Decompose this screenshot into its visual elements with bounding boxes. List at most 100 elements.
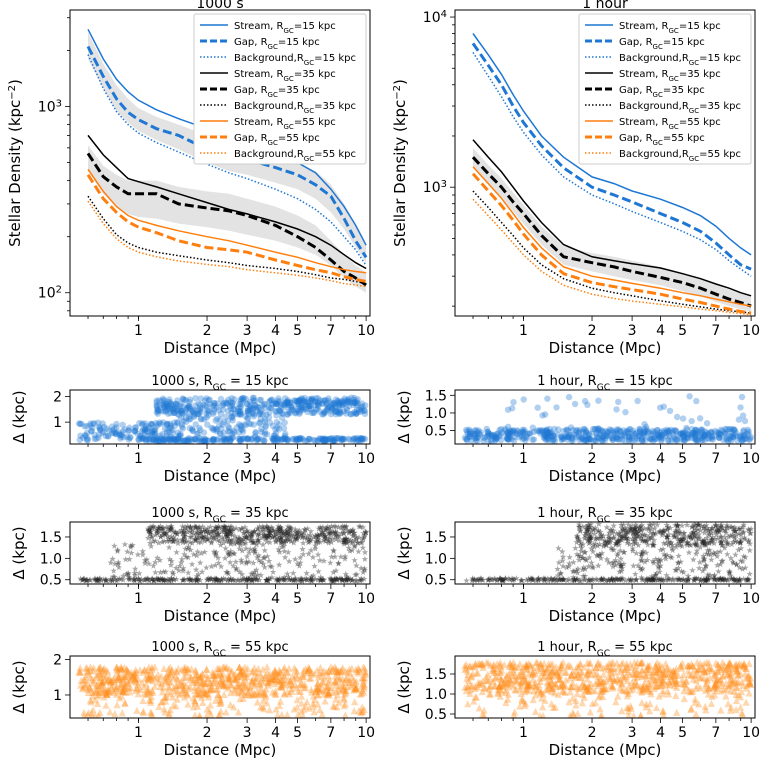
data-point: [351, 543, 358, 550]
data-point: [665, 427, 672, 435]
data-point: [745, 431, 752, 438]
data-point: [129, 542, 136, 549]
data-point: [179, 567, 187, 574]
data-point: [626, 434, 633, 441]
data-point: [506, 659, 514, 667]
data-point: [332, 523, 339, 530]
data-point: [257, 415, 264, 422]
data-point: [733, 667, 741, 675]
data-point: [278, 543, 286, 550]
data-point: [309, 692, 317, 700]
data-point: [608, 577, 615, 584]
data-point: [261, 428, 269, 436]
data-point: [140, 666, 148, 674]
data-point: [609, 530, 616, 537]
data-point: [263, 411, 270, 418]
data-point: [570, 574, 577, 581]
data-point: [236, 409, 244, 416]
data-point: [278, 536, 286, 543]
data-point: [165, 404, 172, 412]
data-point: [141, 427, 149, 434]
data-point: [319, 576, 326, 583]
data-point: [318, 576, 326, 583]
data-point: [298, 406, 305, 413]
data-point: [127, 671, 135, 679]
data-point: [539, 427, 546, 434]
data-point: [593, 431, 600, 438]
x-tick-label: 10: [742, 591, 760, 607]
data-point: [325, 397, 332, 404]
data-point: [204, 437, 212, 444]
data-point: [250, 421, 257, 428]
data-point: [182, 436, 190, 444]
data-point: [233, 689, 241, 697]
data-point: [673, 529, 680, 536]
data-point: [315, 525, 323, 532]
data-point: [275, 529, 282, 536]
data-point: [567, 682, 575, 690]
data-point: [104, 668, 112, 676]
data-point: [194, 678, 202, 687]
data-point: [187, 673, 195, 681]
data-point: [687, 672, 695, 680]
data-point: [725, 438, 732, 444]
data-point: [710, 682, 718, 690]
data-point: [493, 577, 501, 584]
data-point: [717, 561, 724, 568]
data-point: [665, 677, 673, 685]
data-point: [743, 577, 751, 584]
data-point: [191, 711, 199, 718]
data-point: [103, 425, 110, 432]
data-point: [355, 534, 363, 541]
data-point: [628, 432, 636, 439]
data-point: [207, 523, 214, 530]
data-point: [575, 556, 583, 563]
data-point: [644, 428, 652, 435]
data-point: [214, 671, 222, 679]
data-point: [479, 663, 487, 672]
data-point: [623, 530, 630, 537]
data-point: [204, 421, 211, 428]
data-point: [353, 402, 360, 409]
data-point: [267, 575, 274, 582]
data-point: [224, 671, 232, 679]
data-point: [598, 549, 606, 556]
data-point: [332, 408, 339, 416]
data-point: [283, 436, 290, 443]
data-point: [285, 558, 293, 565]
data-point: [214, 690, 222, 698]
data-point: [613, 540, 620, 547]
data-point: [201, 436, 208, 443]
data-point: [710, 549, 717, 556]
data-point: [250, 663, 259, 672]
data-point: [297, 679, 305, 688]
data-point: [248, 539, 256, 546]
data-point: [516, 685, 524, 693]
data-point: [167, 437, 174, 444]
data-point: [208, 668, 217, 676]
data-point: [584, 687, 592, 695]
data-point: [186, 533, 194, 540]
data-point: [155, 407, 162, 414]
data-point: [170, 687, 178, 695]
data-point: [717, 687, 725, 695]
data-point: [133, 576, 140, 583]
y-tick-label: 1.0: [425, 406, 447, 422]
data-point: [339, 577, 346, 584]
data-point: [236, 667, 244, 675]
data-point: [714, 527, 721, 534]
data-point: [498, 429, 505, 436]
data-point: [210, 426, 217, 434]
data-point: [215, 407, 223, 414]
data-point: [279, 410, 286, 418]
data-point: [293, 695, 301, 704]
data-point: [608, 526, 615, 533]
data-point: [739, 558, 746, 565]
data-point: [609, 658, 617, 666]
data-point: [182, 397, 190, 404]
data-point: [281, 574, 288, 581]
data-point: [101, 686, 109, 694]
data-point: [330, 437, 337, 444]
data-point: [693, 575, 700, 582]
